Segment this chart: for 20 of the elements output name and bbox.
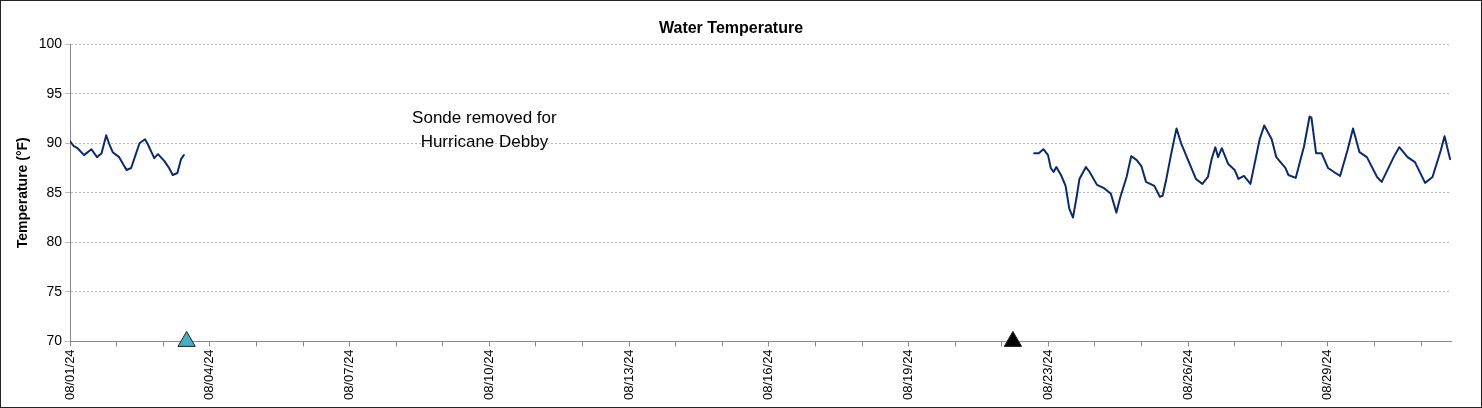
x-tick-label: 08/23/24 bbox=[1039, 349, 1055, 401]
x-tick-label: 08/19/24 bbox=[900, 349, 916, 401]
chart-title: Water Temperature bbox=[658, 19, 804, 37]
x-tick-label: 08/29/24 bbox=[1319, 349, 1335, 401]
y-tick-label: 95 bbox=[46, 84, 63, 101]
x-tick-label: 08/07/24 bbox=[341, 349, 357, 401]
y-tick-label: 85 bbox=[46, 183, 63, 200]
y-tick-label: 75 bbox=[46, 282, 63, 299]
x-tick-label: 08/01/24 bbox=[61, 349, 77, 401]
x-tick-label: 08/26/24 bbox=[1179, 349, 1195, 401]
x-tick-label: 08/13/24 bbox=[620, 349, 636, 401]
y-axis-title: Temperature (°F) bbox=[14, 137, 31, 249]
y-tick-label: 70 bbox=[46, 332, 63, 349]
annotation: Sonde removed for Hurricane Debby bbox=[412, 107, 558, 151]
y-tick-label: 90 bbox=[46, 134, 63, 151]
y-tick-label: 80 bbox=[46, 233, 63, 250]
x-tick-label: 08/16/24 bbox=[760, 349, 776, 401]
x-tick-label: 08/10/24 bbox=[480, 349, 496, 401]
x-tick-label: 08/04/24 bbox=[201, 349, 217, 401]
y-tick-label: 100 bbox=[38, 35, 63, 52]
